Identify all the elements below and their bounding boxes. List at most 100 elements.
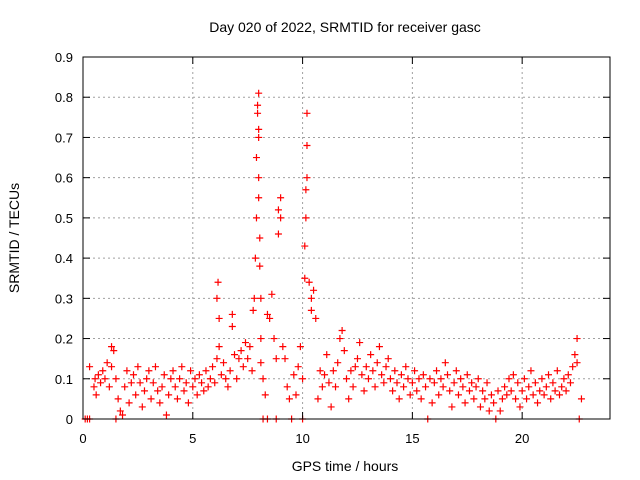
y-tick-label: 0.7	[55, 130, 73, 145]
data-point	[457, 375, 465, 383]
y-tick-label: 0.9	[55, 50, 73, 65]
data-point	[353, 355, 361, 363]
y-tick-label: 0.3	[55, 291, 73, 306]
data-point	[314, 395, 322, 403]
data-point	[441, 359, 449, 367]
data-point	[211, 379, 219, 387]
data-point	[509, 371, 517, 379]
data-point	[512, 395, 520, 403]
data-point	[465, 387, 473, 395]
data-point	[444, 371, 452, 379]
data-point	[214, 278, 222, 286]
data-point	[249, 306, 257, 314]
data-point	[531, 379, 539, 387]
x-tick-label: 5	[189, 431, 196, 446]
data-point	[536, 387, 544, 395]
data-point	[518, 387, 526, 395]
data-point	[255, 194, 263, 202]
data-point	[380, 379, 388, 387]
data-point	[433, 367, 441, 375]
data-point	[494, 387, 502, 395]
data-point	[121, 383, 129, 391]
data-point	[195, 371, 203, 379]
data-point	[302, 186, 310, 194]
data-point	[562, 387, 570, 395]
grid-lines	[83, 57, 610, 419]
data-point	[136, 379, 144, 387]
data-point	[189, 383, 197, 391]
data-point	[336, 335, 344, 343]
data-point	[325, 379, 333, 387]
data-point	[241, 339, 249, 347]
data-point	[193, 391, 201, 399]
data-point	[296, 343, 304, 351]
data-point	[538, 375, 546, 383]
x-tick-label: 0	[79, 431, 86, 446]
data-point	[209, 363, 217, 371]
data-point	[160, 371, 168, 379]
data-point	[516, 403, 524, 411]
data-point	[395, 395, 403, 403]
data-point	[255, 133, 263, 141]
data-point	[255, 89, 263, 97]
data-point	[329, 367, 337, 375]
data-point	[254, 101, 262, 109]
data-point	[277, 194, 285, 202]
data-point	[529, 391, 537, 399]
data-point	[382, 363, 390, 371]
x-axis-label: GPS time / hours	[292, 458, 399, 474]
data-point	[327, 403, 335, 411]
data-point	[171, 383, 179, 391]
data-point	[200, 387, 208, 395]
data-point	[496, 407, 504, 415]
data-point	[266, 314, 274, 322]
data-point	[274, 206, 282, 214]
data-point	[435, 391, 443, 399]
data-point	[222, 375, 230, 383]
data-point	[345, 395, 353, 403]
data-point	[351, 363, 359, 371]
data-point	[283, 383, 291, 391]
data-point	[419, 371, 427, 379]
data-point	[551, 387, 559, 395]
data-point	[540, 391, 548, 399]
data-point	[545, 371, 553, 379]
data-point	[237, 347, 245, 355]
data-point	[553, 367, 561, 375]
data-point	[303, 141, 311, 149]
data-point	[400, 383, 408, 391]
data-point	[305, 278, 313, 286]
data-point	[91, 375, 99, 383]
data-point	[318, 383, 326, 391]
data-point	[279, 343, 287, 351]
data-point	[369, 367, 377, 375]
data-point	[173, 395, 181, 403]
y-tick-label: 0.6	[55, 171, 73, 186]
data-point	[303, 109, 311, 117]
data-point	[483, 379, 491, 387]
data-point	[487, 391, 495, 399]
data-point	[479, 387, 487, 395]
data-point	[321, 371, 329, 379]
data-point	[226, 367, 234, 375]
data-point	[281, 355, 289, 363]
data-point	[542, 383, 550, 391]
y-tick-label: 0.1	[55, 372, 73, 387]
data-point	[571, 351, 579, 359]
data-point	[316, 367, 324, 375]
data-point	[386, 375, 394, 383]
data-point	[292, 391, 300, 399]
data-point	[501, 383, 509, 391]
data-point	[215, 314, 223, 322]
y-tick-label: 0	[66, 412, 73, 427]
data-point	[191, 375, 199, 383]
data-point	[428, 399, 436, 407]
y-tick-label: 0.4	[55, 251, 73, 266]
data-point	[112, 375, 120, 383]
y-tick-label: 0.8	[55, 90, 73, 105]
data-point	[125, 399, 133, 407]
data-point	[470, 395, 478, 403]
data-point	[371, 383, 379, 391]
data-point	[90, 383, 98, 391]
data-point	[299, 375, 307, 383]
